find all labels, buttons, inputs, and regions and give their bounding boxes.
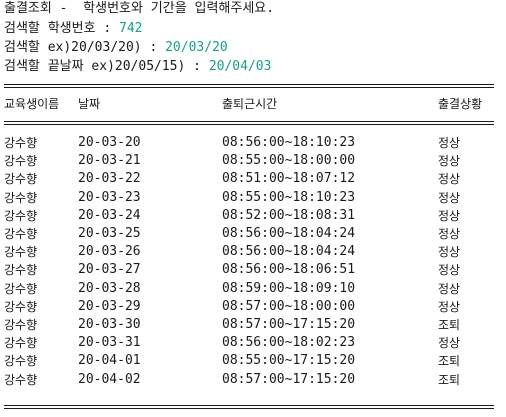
end-date-label: 검색할 끝날짜 ex)20/05/15) : — [4, 59, 209, 74]
row-date: 20-03-25 — [78, 226, 141, 241]
row-time: 08:56:00~18:02:23 — [222, 335, 356, 351]
start-date-line: 검색할 ex)20/03/20) : 20/03/20 — [4, 39, 228, 57]
table-row: 강수향 20-03-20 08:56:00~18:10:23 정상 — [0, 134, 506, 152]
row-name: 강수향 — [4, 263, 38, 278]
start-date-label: 검색할 ex)20/03/20) : — [4, 40, 166, 55]
row-date: 20-03-30 — [78, 317, 141, 332]
row-status: 정상 — [438, 336, 461, 351]
row-time: 08:55:00~18:10:23 — [222, 189, 356, 205]
row-time: 08:57:00~17:15:20 — [222, 317, 356, 332]
row-name: 강수향 — [4, 281, 38, 296]
table-row: 강수향 20-03-28 08:59:00~18:09:10 정상 — [0, 280, 506, 298]
row-name: 강수향 — [4, 372, 38, 387]
row-time: 08:55:00~17:15:20 — [222, 353, 356, 369]
student-number-value: 742 — [119, 21, 143, 36]
row-date: 20-03-21 — [78, 153, 141, 169]
row-status: 정상 — [438, 299, 461, 314]
table-row: 강수향 20-03-30 08:57:00~17:15:20 조퇴 — [0, 316, 506, 334]
row-time: 08:59:00~18:09:10 — [222, 280, 356, 296]
row-time: 08:51:00~18:07:12 — [222, 171, 356, 187]
table-row: 강수향 20-03-24 08:52:00~18:08:31 정상 — [0, 207, 506, 225]
row-status: 조퇴 — [438, 372, 461, 387]
row-name: 강수향 — [4, 354, 38, 369]
row-time: 08:56:00~18:04:24 — [222, 226, 356, 241]
table-row: 강수향 20-03-25 08:56:00~18:04:24 정상 — [0, 225, 506, 243]
table-row: 강수향 20-04-02 08:57:00~17:15:20 조퇴 — [0, 371, 506, 389]
row-status: 정상 — [438, 227, 461, 241]
row-date: 20-03-26 — [78, 244, 141, 260]
end-date-value: 20/04/03 — [208, 59, 272, 74]
row-status: 조퇴 — [438, 318, 461, 332]
table-row: 강수향 20-03-23 08:55:00~18:10:23 정상 — [0, 189, 506, 207]
row-date: 20-03-28 — [78, 280, 141, 296]
header-name: 교육생이름 — [4, 97, 60, 111]
row-status: 정상 — [438, 172, 461, 187]
row-date: 20-03-23 — [78, 189, 141, 205]
row-name: 강수향 — [4, 299, 38, 314]
table-row: 강수향 20-03-31 08:56:00~18:02:23 정상 — [0, 334, 506, 352]
row-time: 08:57:00~17:15:20 — [222, 371, 356, 387]
top-divider-1 — [4, 84, 494, 85]
row-name: 강수향 — [4, 245, 38, 260]
row-status: 정상 — [438, 263, 461, 278]
table-row: 강수향 20-03-26 08:56:00~18:04:24 정상 — [0, 243, 506, 261]
table-row: 강수향 20-03-21 08:55:00~18:00:00 정상 — [0, 152, 506, 170]
row-name: 강수향 — [4, 190, 38, 205]
row-status: 정상 — [438, 281, 461, 296]
row-time: 08:57:00~18:00:00 — [222, 298, 356, 314]
header-time: 출퇴근시간 — [222, 97, 278, 111]
row-time: 08:56:00~18:06:51 — [222, 262, 356, 278]
row-status: 조퇴 — [438, 354, 461, 369]
table-row: 강수향 20-03-27 08:56:00~18:06:51 정상 — [0, 261, 506, 279]
row-name: 강수향 — [4, 154, 38, 169]
row-status: 정상 — [438, 154, 461, 169]
header-date: 날짜 — [78, 97, 101, 111]
row-name: 강수향 — [4, 318, 38, 332]
row-name: 강수향 — [4, 208, 38, 223]
end-date-line: 검색할 끝날짜 ex)20/05/15) : 20/04/03 — [4, 58, 271, 76]
header-divider-1 — [4, 121, 494, 122]
table-row: 강수향 20-03-29 08:57:00~18:00:00 정상 — [0, 298, 506, 316]
row-date: 20-03-27 — [78, 262, 141, 278]
row-status: 정상 — [438, 245, 461, 260]
header-status: 출결상황 — [438, 97, 483, 111]
student-number-label: 검색할 학생번호 : — [4, 21, 120, 36]
row-time: 08:56:00~18:04:24 — [222, 244, 356, 260]
row-date: 20-03-22 — [78, 171, 141, 187]
row-time: 08:52:00~18:08:31 — [222, 207, 356, 223]
bottom-divider-1 — [4, 405, 494, 406]
row-date: 20-03-29 — [78, 298, 141, 314]
row-name: 강수향 — [4, 227, 38, 241]
row-date: 20-03-24 — [78, 207, 141, 223]
row-date: 20-03-31 — [78, 335, 141, 351]
row-date: 20-04-01 — [78, 353, 141, 369]
row-name: 강수향 — [4, 336, 38, 351]
bottom-divider-2 — [4, 408, 494, 409]
row-time: 08:56:00~18:10:23 — [222, 135, 356, 150]
table-row: 강수향 20-03-22 08:51:00~18:07:12 정상 — [0, 170, 506, 188]
row-name: 강수향 — [4, 136, 38, 150]
row-status: 정상 — [438, 136, 461, 150]
top-divider-2 — [4, 87, 494, 88]
prompt-title: 출결조회 - 학생번호와 기간을 입력해주세요. — [4, 1, 275, 16]
row-date: 20-04-02 — [78, 371, 141, 387]
start-date-value: 20/03/20 — [165, 40, 228, 55]
row-name: 강수향 — [4, 172, 38, 187]
header-divider-2 — [4, 124, 494, 125]
row-date: 20-03-20 — [78, 135, 141, 150]
row-time: 08:55:00~18:00:00 — [222, 153, 356, 169]
row-status: 정상 — [438, 208, 461, 223]
table-row: 강수향 20-04-01 08:55:00~17:15:20 조퇴 — [0, 352, 506, 370]
row-status: 정상 — [438, 190, 461, 205]
student-number-line: 검색할 학생번호 : 742 — [4, 20, 143, 38]
